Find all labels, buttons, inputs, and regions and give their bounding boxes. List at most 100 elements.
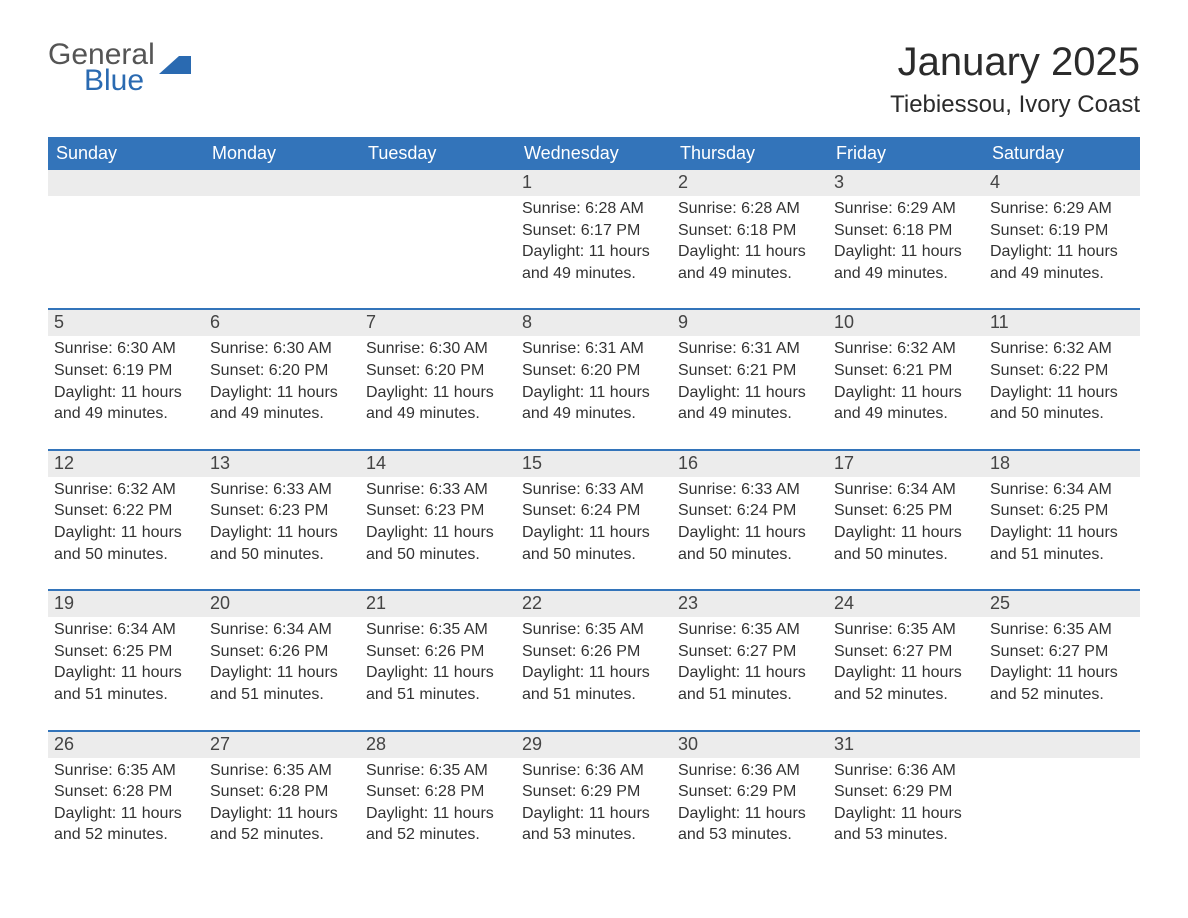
title-block: January 2025 Tiebiessou, Ivory Coast	[890, 40, 1140, 119]
day-number	[360, 170, 516, 196]
weekday-monday: Monday	[204, 137, 360, 170]
daylight-text: Daylight: 11 hours and 49 minutes.	[834, 241, 978, 284]
day-cell: 13Sunrise: 6:33 AMSunset: 6:23 PMDayligh…	[204, 451, 360, 589]
day-number: 9	[672, 310, 828, 336]
day-number: 25	[984, 591, 1140, 617]
sunrise-text: Sunrise: 6:32 AM	[834, 338, 978, 360]
sunrise-text: Sunrise: 6:36 AM	[834, 760, 978, 782]
sunset-text: Sunset: 6:27 PM	[834, 641, 978, 663]
sunrise-text: Sunrise: 6:34 AM	[834, 479, 978, 501]
sunset-text: Sunset: 6:25 PM	[834, 500, 978, 522]
sunrise-text: Sunrise: 6:35 AM	[678, 619, 822, 641]
location-label: Tiebiessou, Ivory Coast	[890, 91, 1140, 119]
day-cell: 16Sunrise: 6:33 AMSunset: 6:24 PMDayligh…	[672, 451, 828, 589]
day-body: Sunrise: 6:35 AMSunset: 6:28 PMDaylight:…	[48, 758, 204, 846]
day-cell: 23Sunrise: 6:35 AMSunset: 6:27 PMDayligh…	[672, 591, 828, 729]
day-cell	[204, 170, 360, 308]
sunrise-text: Sunrise: 6:33 AM	[678, 479, 822, 501]
day-body: Sunrise: 6:35 AMSunset: 6:26 PMDaylight:…	[516, 617, 672, 705]
day-cell	[360, 170, 516, 308]
sunrise-text: Sunrise: 6:34 AM	[990, 479, 1134, 501]
sunrise-text: Sunrise: 6:32 AM	[990, 338, 1134, 360]
day-number: 13	[204, 451, 360, 477]
daylight-text: Daylight: 11 hours and 52 minutes.	[54, 803, 198, 846]
daylight-text: Daylight: 11 hours and 53 minutes.	[678, 803, 822, 846]
day-cell: 6Sunrise: 6:30 AMSunset: 6:20 PMDaylight…	[204, 310, 360, 448]
week-row: 19Sunrise: 6:34 AMSunset: 6:25 PMDayligh…	[48, 589, 1140, 729]
weekday-saturday: Saturday	[984, 137, 1140, 170]
daylight-text: Daylight: 11 hours and 49 minutes.	[678, 241, 822, 284]
daylight-text: Daylight: 11 hours and 49 minutes.	[990, 241, 1134, 284]
day-number: 28	[360, 732, 516, 758]
day-number: 3	[828, 170, 984, 196]
sunset-text: Sunset: 6:21 PM	[834, 360, 978, 382]
daylight-text: Daylight: 11 hours and 51 minutes.	[366, 662, 510, 705]
day-number: 29	[516, 732, 672, 758]
sunrise-text: Sunrise: 6:31 AM	[522, 338, 666, 360]
day-cell: 12Sunrise: 6:32 AMSunset: 6:22 PMDayligh…	[48, 451, 204, 589]
daylight-text: Daylight: 11 hours and 51 minutes.	[54, 662, 198, 705]
day-body: Sunrise: 6:35 AMSunset: 6:28 PMDaylight:…	[204, 758, 360, 846]
day-cell: 14Sunrise: 6:33 AMSunset: 6:23 PMDayligh…	[360, 451, 516, 589]
day-number: 11	[984, 310, 1140, 336]
day-body: Sunrise: 6:28 AMSunset: 6:17 PMDaylight:…	[516, 196, 672, 284]
day-number	[204, 170, 360, 196]
weekday-tuesday: Tuesday	[360, 137, 516, 170]
weekday-header-row: Sunday Monday Tuesday Wednesday Thursday…	[48, 137, 1140, 170]
daylight-text: Daylight: 11 hours and 50 minutes.	[678, 522, 822, 565]
sunset-text: Sunset: 6:20 PM	[522, 360, 666, 382]
day-body: Sunrise: 6:36 AMSunset: 6:29 PMDaylight:…	[828, 758, 984, 846]
day-number: 4	[984, 170, 1140, 196]
daylight-text: Daylight: 11 hours and 49 minutes.	[834, 382, 978, 425]
sunset-text: Sunset: 6:29 PM	[678, 781, 822, 803]
day-number: 8	[516, 310, 672, 336]
header: General Blue January 2025 Tiebiessou, Iv…	[48, 40, 1140, 119]
week-row: 1Sunrise: 6:28 AMSunset: 6:17 PMDaylight…	[48, 170, 1140, 308]
sunrise-text: Sunrise: 6:28 AM	[678, 198, 822, 220]
week-row: 5Sunrise: 6:30 AMSunset: 6:19 PMDaylight…	[48, 308, 1140, 448]
sunrise-text: Sunrise: 6:35 AM	[366, 619, 510, 641]
week-row: 26Sunrise: 6:35 AMSunset: 6:28 PMDayligh…	[48, 730, 1140, 870]
day-cell: 25Sunrise: 6:35 AMSunset: 6:27 PMDayligh…	[984, 591, 1140, 729]
sunset-text: Sunset: 6:24 PM	[678, 500, 822, 522]
day-body: Sunrise: 6:30 AMSunset: 6:20 PMDaylight:…	[204, 336, 360, 424]
sunset-text: Sunset: 6:22 PM	[990, 360, 1134, 382]
month-title: January 2025	[890, 40, 1140, 85]
daylight-text: Daylight: 11 hours and 52 minutes.	[834, 662, 978, 705]
sunset-text: Sunset: 6:29 PM	[522, 781, 666, 803]
sunset-text: Sunset: 6:22 PM	[54, 500, 198, 522]
sunset-text: Sunset: 6:23 PM	[210, 500, 354, 522]
sunrise-text: Sunrise: 6:34 AM	[210, 619, 354, 641]
day-number: 31	[828, 732, 984, 758]
day-cell: 22Sunrise: 6:35 AMSunset: 6:26 PMDayligh…	[516, 591, 672, 729]
daylight-text: Daylight: 11 hours and 52 minutes.	[990, 662, 1134, 705]
sunset-text: Sunset: 6:23 PM	[366, 500, 510, 522]
day-cell: 3Sunrise: 6:29 AMSunset: 6:18 PMDaylight…	[828, 170, 984, 308]
day-number: 1	[516, 170, 672, 196]
day-body: Sunrise: 6:35 AMSunset: 6:28 PMDaylight:…	[360, 758, 516, 846]
day-body: Sunrise: 6:34 AMSunset: 6:25 PMDaylight:…	[984, 477, 1140, 565]
sunrise-text: Sunrise: 6:29 AM	[990, 198, 1134, 220]
sunrise-text: Sunrise: 6:30 AM	[366, 338, 510, 360]
day-cell: 8Sunrise: 6:31 AMSunset: 6:20 PMDaylight…	[516, 310, 672, 448]
sunrise-text: Sunrise: 6:32 AM	[54, 479, 198, 501]
day-cell: 20Sunrise: 6:34 AMSunset: 6:26 PMDayligh…	[204, 591, 360, 729]
sunset-text: Sunset: 6:28 PM	[54, 781, 198, 803]
day-number: 26	[48, 732, 204, 758]
day-cell: 2Sunrise: 6:28 AMSunset: 6:18 PMDaylight…	[672, 170, 828, 308]
daylight-text: Daylight: 11 hours and 52 minutes.	[366, 803, 510, 846]
sunrise-text: Sunrise: 6:33 AM	[522, 479, 666, 501]
day-body: Sunrise: 6:35 AMSunset: 6:26 PMDaylight:…	[360, 617, 516, 705]
sunrise-text: Sunrise: 6:35 AM	[834, 619, 978, 641]
day-body: Sunrise: 6:32 AMSunset: 6:21 PMDaylight:…	[828, 336, 984, 424]
day-body: Sunrise: 6:33 AMSunset: 6:23 PMDaylight:…	[360, 477, 516, 565]
day-cell: 10Sunrise: 6:32 AMSunset: 6:21 PMDayligh…	[828, 310, 984, 448]
day-body: Sunrise: 6:36 AMSunset: 6:29 PMDaylight:…	[672, 758, 828, 846]
sunrise-text: Sunrise: 6:34 AM	[54, 619, 198, 641]
day-cell: 24Sunrise: 6:35 AMSunset: 6:27 PMDayligh…	[828, 591, 984, 729]
day-number: 15	[516, 451, 672, 477]
day-number: 18	[984, 451, 1140, 477]
day-number: 5	[48, 310, 204, 336]
day-number	[48, 170, 204, 196]
sunset-text: Sunset: 6:28 PM	[366, 781, 510, 803]
